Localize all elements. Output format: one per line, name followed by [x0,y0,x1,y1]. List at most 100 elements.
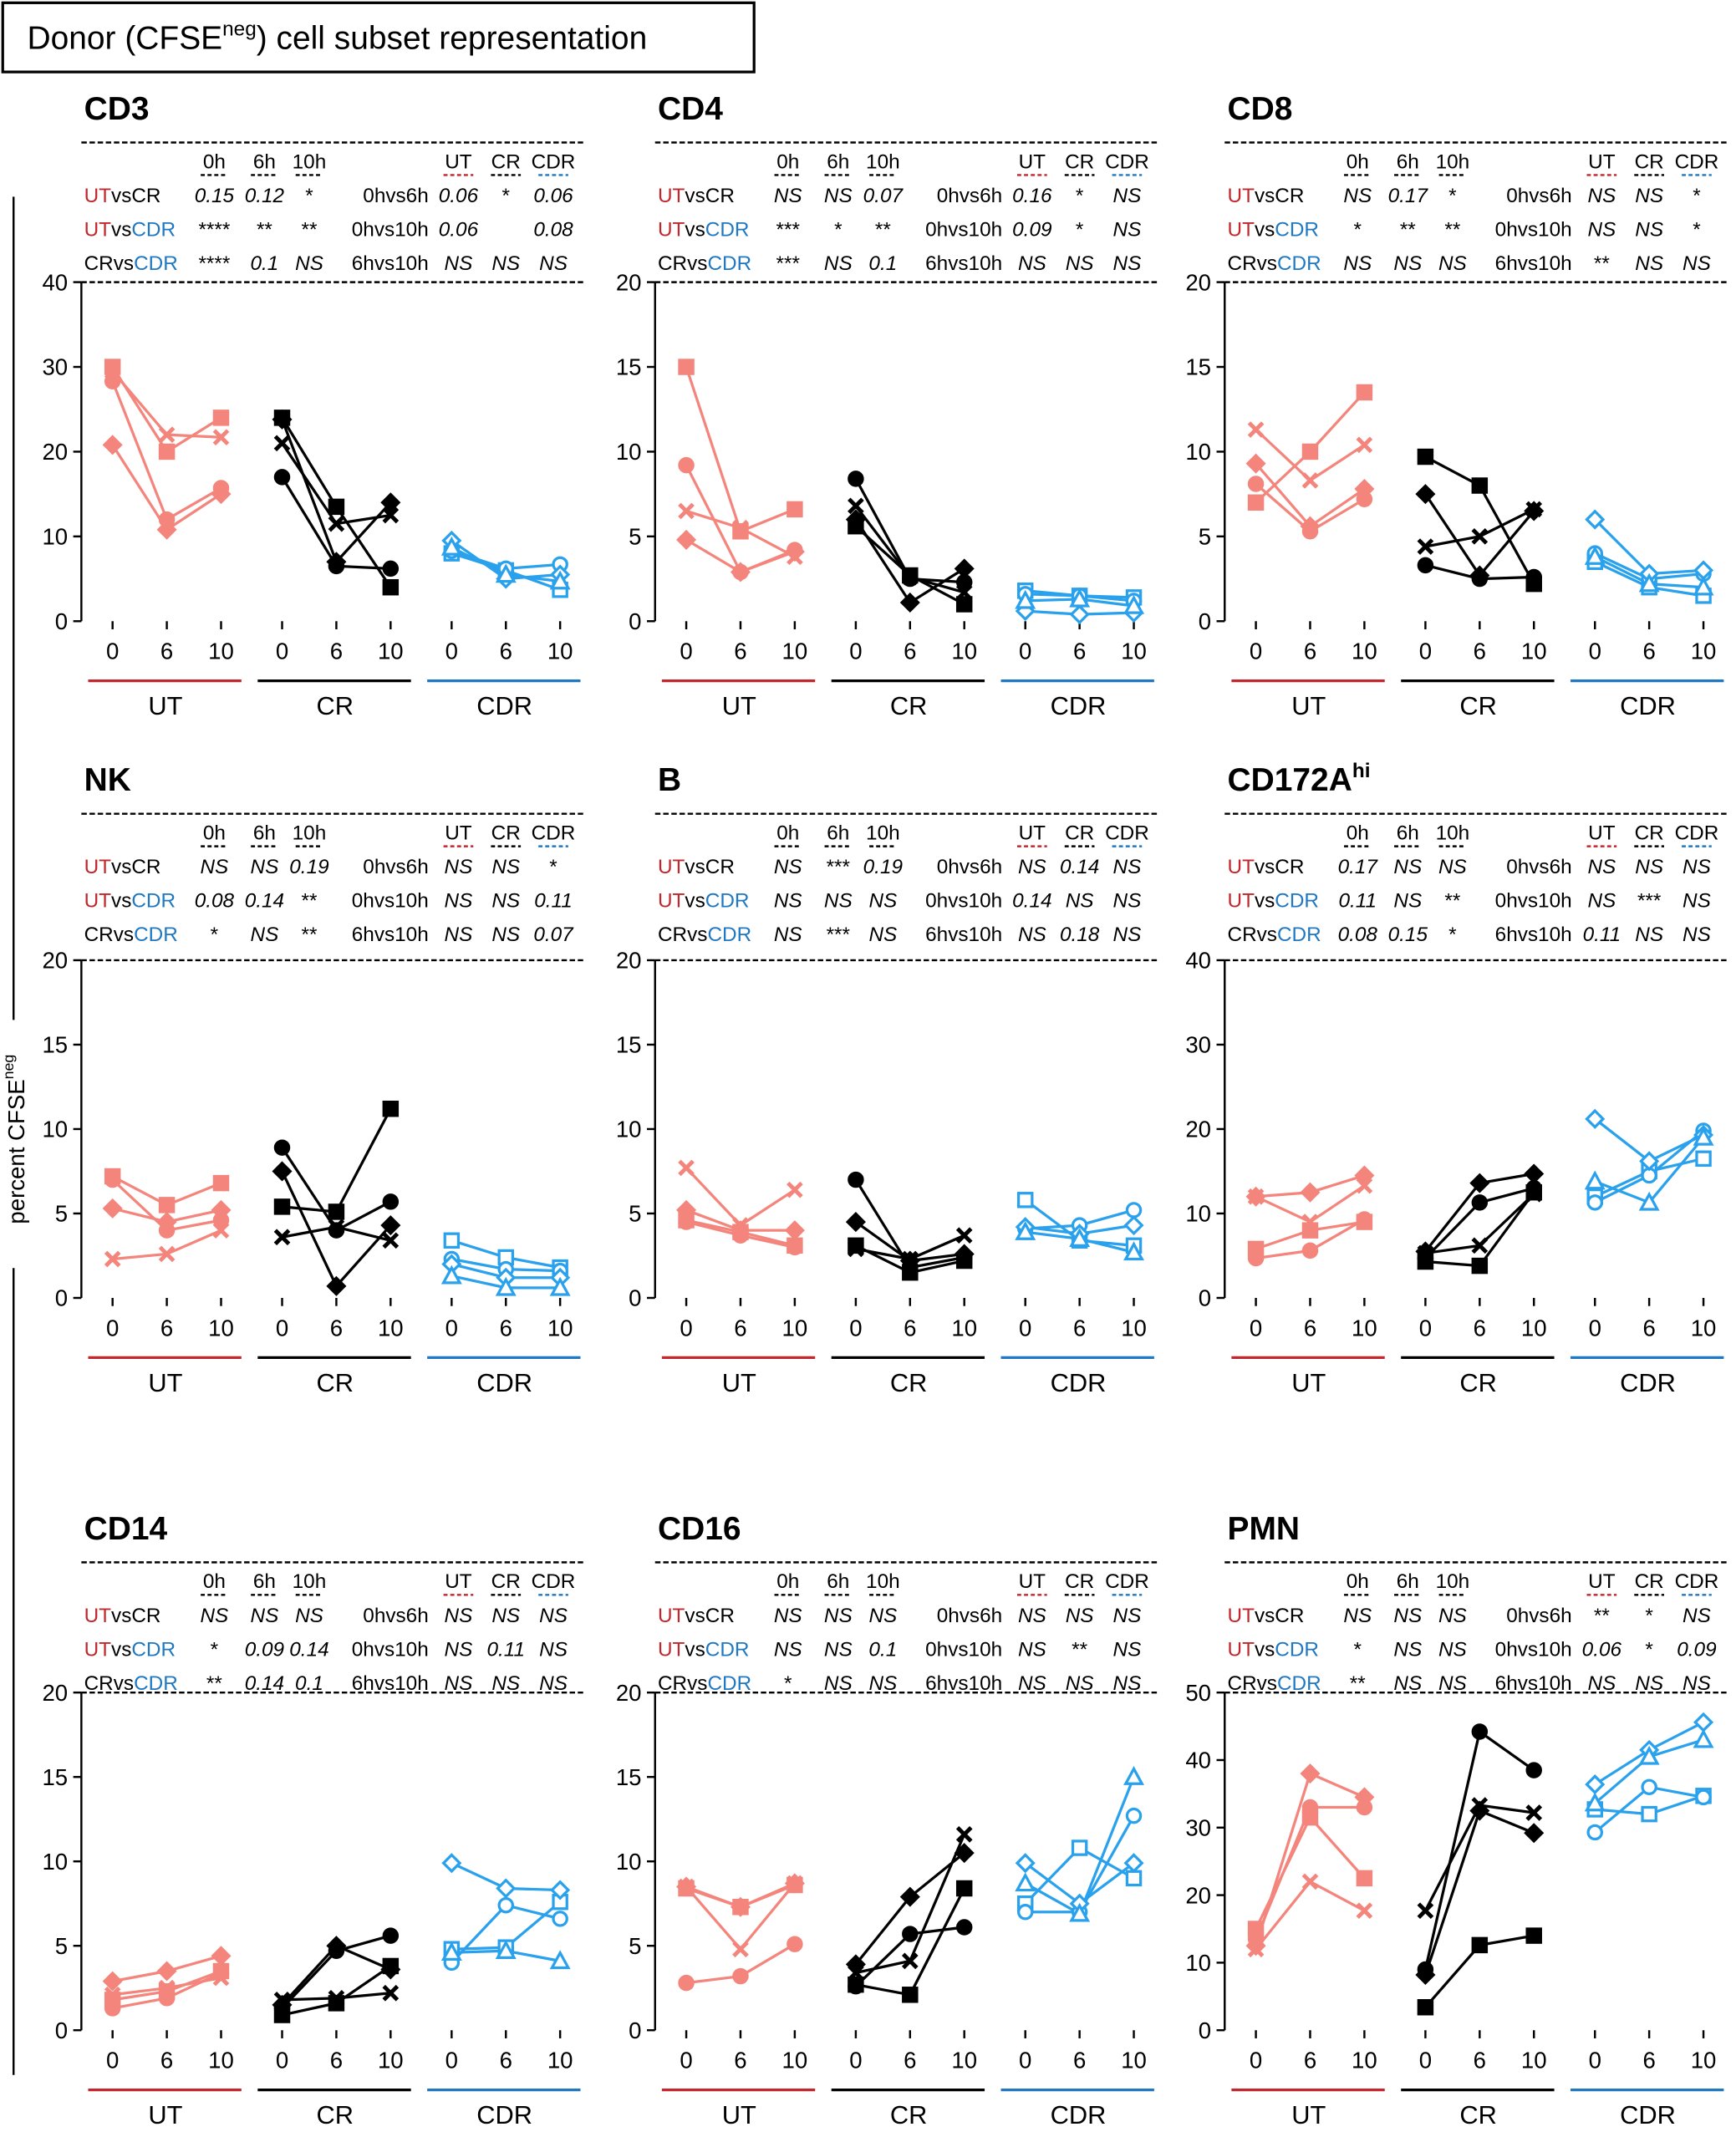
marker [1125,1870,1143,1887]
marker [730,1220,751,1241]
stats-value: NS [824,890,853,913]
marker [1638,1745,1660,1765]
stats-value: *** [827,856,851,878]
x-tick-label: 6 [1304,2048,1316,2073]
stats-row-label: CRvsCDR [84,924,178,946]
stats-value: NS [1343,252,1372,275]
marker [496,1878,517,1899]
panel-title-text: CD4 [658,91,723,127]
series-line [280,419,392,565]
stats-value: NS [1683,252,1711,275]
x-tick-label: 6 [160,639,173,664]
stats-value: NS [1393,856,1422,878]
marker [1069,588,1091,608]
stats-value: * [1448,185,1457,207]
marker [1524,1823,1545,1844]
stats-row-label-part: CDR [705,218,750,241]
marker [848,471,864,487]
stats-value: 0.08 [195,890,235,913]
stats-value: NS [1393,890,1422,913]
series-line [685,464,796,574]
marker [272,1994,293,2015]
y-axis-label: percent CFSEneg [0,1055,29,1224]
stats-value: ** [206,1672,222,1695]
stats-value: ** [1444,890,1460,913]
marker [1469,565,1490,586]
panel-title: CD172Ahi [1228,760,1371,798]
stats-group-header: CR [1065,822,1094,845]
marker [552,1911,568,1927]
stats-value: NS [1018,856,1046,878]
marker [1354,479,1375,500]
marker [1417,1902,1434,1920]
x-tick-label: 0 [1250,2048,1262,2073]
marker [678,1159,695,1177]
stats-value: * [1693,218,1701,241]
x-tick-label: 6 [1073,639,1086,664]
stats-row-label-part: CDR [1275,1638,1319,1661]
x-tick-label: 0 [106,639,119,664]
stats-group-header: UT [1019,1570,1046,1593]
marker [848,1171,864,1188]
x-tick-label: 10 [782,1315,808,1341]
marker [273,1992,291,2008]
marker [380,1959,401,1980]
stats-value: 0.14 [1012,890,1051,913]
panel-title: CD8 [1228,91,1293,127]
marker [848,1240,864,1258]
stats-comparison: 0hvs10h [352,1638,429,1661]
marker [104,1171,121,1188]
marker [158,1245,176,1263]
marker [1415,484,1436,505]
x-tick-label: 10 [1691,639,1717,664]
stats-time-header: 0h [203,1570,226,1593]
stats-row-label-part: vs [1255,218,1275,241]
stats-value: * [1354,218,1362,241]
panel-title-sup: hi [1352,760,1371,782]
stats-value: ** [257,218,272,241]
stats-time-header: 10h [293,150,327,173]
marker [678,1878,695,1895]
x-tick-label: 6 [1474,639,1486,664]
stats-value: 0.06 [1582,1638,1622,1661]
stats-group-header: CDR [532,1570,576,1593]
stats-row-label-part: CR [658,924,687,946]
marker [730,562,751,583]
y-axis-label-part: percent CFSE [3,1079,29,1224]
stats-value: 0.14 [289,1638,328,1661]
y-tick-label: 0 [1199,2018,1211,2043]
x-tick-label: 10 [1521,639,1547,664]
marker [1471,1237,1489,1254]
y-tick-label: 10 [42,524,68,550]
stats-value: NS [491,890,520,913]
marker [158,1979,176,1997]
marker [1069,1902,1091,1922]
stats-comparison: 0hvs10h [1495,1638,1572,1661]
stats-row-label-part: UT [84,1638,112,1661]
stats-group-header: CDR [532,150,576,173]
stats-value: NS [1066,890,1094,913]
group-label: CDR [1051,691,1107,720]
stats-value: NS [824,1638,853,1661]
x-tick-label: 10 [1691,2048,1717,2073]
stats-value: NS [1438,1605,1467,1627]
stats-time-header: 0h [1347,822,1369,845]
y-tick-label: 5 [1199,524,1211,550]
stats-value: 0.17 [1388,185,1429,207]
y-tick-label: 5 [629,1933,641,1959]
x-tick-label: 0 [445,639,458,664]
marker [678,502,695,520]
marker [901,1952,919,1970]
y-tick-label: 10 [1185,1950,1211,1976]
stats-value: 0.08 [533,218,573,241]
stats-comparison: 6hvs10h [352,924,429,946]
marker [1695,1150,1712,1168]
stats-row-label: CRvsCDR [658,1672,751,1695]
y-tick-label: 20 [42,439,68,465]
stats-row-label-part: UT [658,1605,685,1627]
marker [1245,453,1266,474]
stats-comparison: 0hvs10h [925,218,1002,241]
stats-value: NS [1587,856,1616,878]
x-tick-label: 0 [680,639,692,664]
stats-value: 0.08 [1338,924,1378,946]
